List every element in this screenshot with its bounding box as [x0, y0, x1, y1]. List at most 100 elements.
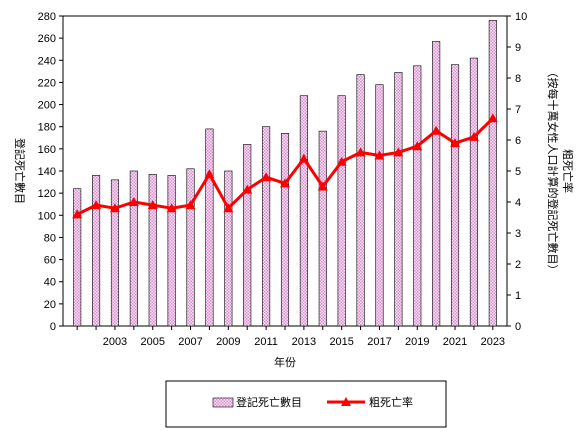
bar [73, 188, 82, 327]
bar [432, 41, 441, 327]
left-tick-label: 60 [44, 255, 56, 267]
legend-line-label: 粗死亡率 [369, 395, 413, 409]
x-tick-label: 2017 [367, 336, 391, 348]
line-marker [147, 200, 158, 210]
x-tick-label: 2005 [141, 336, 165, 348]
right-axis-subtitle: （按每十萬女性人口計算的登記死亡數目） [546, 67, 560, 276]
right-tick-label: 10 [515, 11, 527, 23]
left-tick-label: 280 [38, 11, 56, 23]
bar [205, 128, 214, 327]
bar [375, 84, 384, 327]
line-marker [166, 203, 177, 213]
right-tick-label: 9 [515, 42, 521, 54]
line-marker [204, 169, 215, 179]
x-tick-label: 2015 [329, 336, 353, 348]
line-marker [91, 200, 102, 210]
left-axis: 0 20 40 60 80 100 120 140 160 180 200 220 240 260 280 [38, 11, 63, 333]
right-axis: 0 1 2 3 4 5 6 7 8 9 10 [507, 11, 527, 333]
x-tick-label: 2011 [254, 336, 278, 348]
legend-box [165, 380, 447, 428]
bar [186, 168, 195, 327]
legend: 登記死亡數目 粗死亡率 [165, 380, 447, 428]
bar [129, 170, 138, 327]
line-marker [355, 147, 366, 157]
right-tick-label: 4 [515, 197, 521, 209]
left-tick-label: 120 [38, 188, 56, 200]
line-marker [298, 153, 309, 163]
right-tick-label: 0 [515, 321, 521, 333]
right-tick-label: 5 [515, 166, 521, 178]
line-marker [374, 150, 385, 160]
bar [243, 144, 252, 327]
x-tick-label: 2007 [178, 336, 202, 348]
bar-series [73, 20, 497, 327]
bar [356, 74, 365, 327]
left-tick-label: 220 [38, 77, 56, 89]
bar [337, 95, 346, 327]
left-tick-label: 80 [44, 232, 56, 244]
bar [110, 179, 120, 327]
right-axis-title: 粗死亡率 [561, 149, 575, 193]
line-marker [336, 156, 347, 166]
left-tick-label: 0 [50, 321, 56, 333]
left-tick-label: 20 [44, 299, 56, 311]
right-tick-label: 6 [515, 135, 521, 147]
legend-line-marker [341, 397, 351, 406]
bar [394, 72, 403, 327]
bar [167, 175, 176, 327]
right-tick-label: 8 [515, 73, 521, 85]
right-tick-label: 2 [515, 259, 521, 271]
x-tick-label: 2021 [443, 336, 467, 348]
line-marker [450, 138, 461, 148]
line-marker [242, 184, 253, 194]
bar [469, 57, 478, 327]
bar [262, 126, 271, 327]
left-tick-label: 180 [38, 122, 56, 134]
bar [299, 95, 308, 327]
x-axis: 2003 2005 2007 2009 2011 2013 2015 2017 2019 2021… [76, 326, 505, 348]
left-tick-label: 40 [44, 277, 56, 289]
line-marker [487, 113, 498, 123]
left-tick-label: 160 [38, 144, 56, 156]
bar [92, 175, 101, 327]
bar [280, 133, 290, 327]
left-tick-label: 200 [38, 100, 56, 112]
line-marker [280, 178, 290, 188]
left-tick-label: 260 [38, 33, 56, 45]
legend-bar-label: 登記死亡數目 [236, 395, 302, 409]
line-marker [412, 141, 423, 151]
line-marker [261, 172, 272, 182]
x-tick-label: 2013 [292, 336, 316, 348]
left-tick-label: 140 [38, 166, 56, 178]
left-axis-title: 登記死亡數目 [13, 138, 27, 204]
line-marker [109, 203, 120, 213]
bar [450, 64, 460, 327]
line-marker [431, 125, 442, 135]
x-tick-label: 2023 [481, 336, 505, 348]
x-tick-label: 2019 [405, 336, 429, 348]
legend-bar-swatch [212, 397, 234, 408]
bar [318, 130, 327, 327]
bar [413, 65, 422, 327]
line-marker [128, 197, 139, 206]
x-axis-title: 年份 [274, 355, 296, 369]
right-tick-label: 7 [515, 104, 521, 116]
line-marker [393, 147, 404, 157]
right-tick-label: 3 [515, 228, 521, 240]
x-tick-label: 2009 [216, 336, 240, 348]
bar [224, 170, 233, 327]
line-marker [185, 200, 196, 210]
right-tick-label: 1 [515, 290, 521, 302]
line-marker [468, 131, 479, 141]
line-series [72, 113, 498, 219]
line-marker [72, 209, 83, 219]
line-marker [317, 181, 328, 191]
x-tick-label: 2003 [103, 336, 127, 348]
bar [488, 20, 497, 327]
left-tick-label: 100 [38, 210, 56, 222]
left-tick-label: 240 [38, 55, 56, 67]
bar [148, 174, 157, 327]
line-marker [223, 203, 234, 213]
